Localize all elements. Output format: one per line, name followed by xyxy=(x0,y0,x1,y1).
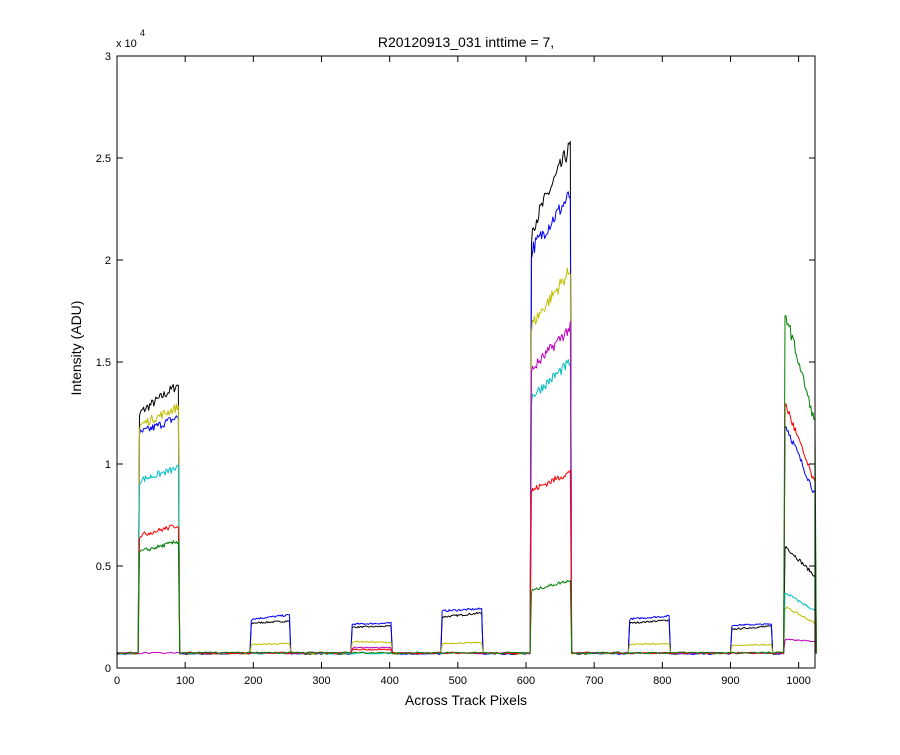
y-tick-label: 0.5 xyxy=(96,561,111,573)
x-tick-label: 500 xyxy=(449,675,467,687)
y-tick-label: 1.5 xyxy=(96,357,111,369)
x-tick-label: 300 xyxy=(312,675,330,687)
x-tick-label: 400 xyxy=(380,675,398,687)
x-axis-label: Across Track Pixels xyxy=(405,692,527,708)
x-tick-label: 1000 xyxy=(786,675,810,687)
y-multiplier-exponent: 4 xyxy=(140,28,145,38)
series-line xyxy=(116,315,817,655)
x-tick-label: 800 xyxy=(653,675,671,687)
x-tick-label: 900 xyxy=(721,675,739,687)
chart-title: R20120913_031 inttime = 7, xyxy=(378,34,554,50)
series-line xyxy=(116,191,817,655)
y-tick-label: 2.5 xyxy=(96,153,111,165)
x-tick-label: 100 xyxy=(176,675,194,687)
y-tick-label: 2 xyxy=(105,255,111,267)
series-layer xyxy=(116,140,817,656)
tick-layer: 0 100 200 300 400 500 600 700 800 900 1000 0 0.5 1 1.5… xyxy=(96,51,815,687)
y-axis-label: Intensity (ADU) xyxy=(68,301,84,396)
plot-frame xyxy=(116,55,816,669)
y-tick-label: 1 xyxy=(105,459,111,471)
x-tick-label: 700 xyxy=(585,675,603,687)
y-multiplier-base: x 10 xyxy=(116,38,137,50)
series-line xyxy=(116,267,817,655)
x-tick-label: 0 xyxy=(114,675,120,687)
y-tick-label: 0 xyxy=(105,663,111,675)
x-tick-label: 600 xyxy=(517,675,535,687)
x-tick-label: 200 xyxy=(244,675,262,687)
y-tick-label: 3 xyxy=(105,51,111,63)
plot-area xyxy=(117,56,815,668)
